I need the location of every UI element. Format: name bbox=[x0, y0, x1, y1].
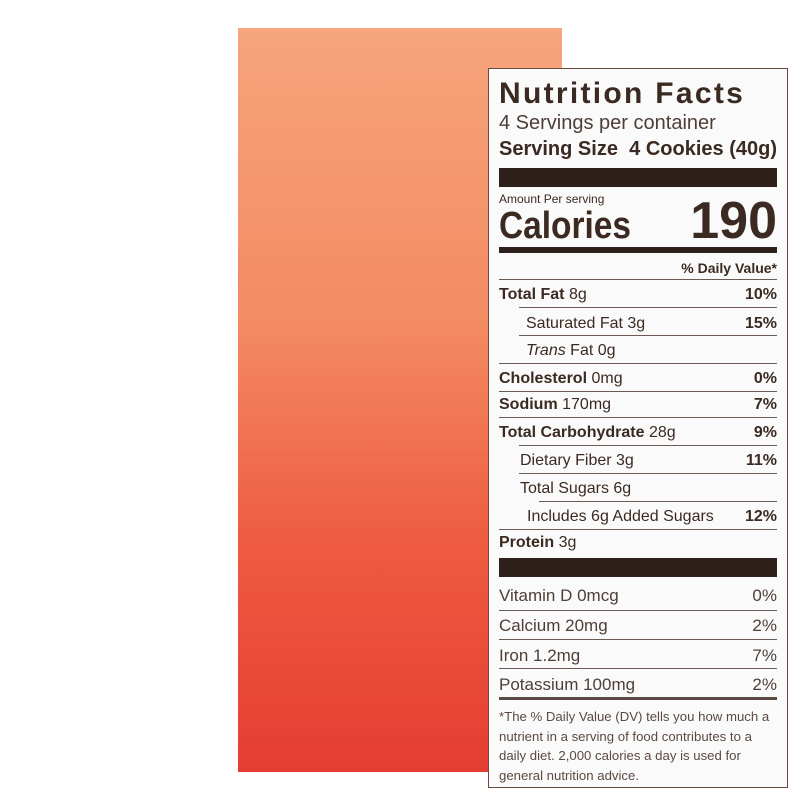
row-total-fat: Total Fat 8g bbox=[499, 286, 587, 303]
divider bbox=[499, 610, 777, 611]
serving-size-value: 4 Cookies (40g) bbox=[629, 138, 777, 160]
dv-dietary-fiber: 11% bbox=[745, 452, 777, 469]
serving-size-label: Serving Size bbox=[499, 138, 618, 160]
thick-divider bbox=[499, 168, 777, 187]
divider bbox=[499, 363, 777, 364]
divider bbox=[499, 697, 777, 700]
dv-vitamin-d: 0% bbox=[752, 586, 777, 605]
divider bbox=[499, 279, 777, 280]
row-added-sugars: Includes 6g Added Sugars bbox=[527, 508, 714, 525]
divider bbox=[519, 335, 777, 336]
dv-sodium: 7% bbox=[753, 396, 777, 413]
row-cholesterol: Cholesterol 0mg bbox=[499, 370, 623, 387]
dv-added-sugars: 12% bbox=[744, 508, 777, 525]
row-calcium: Calcium 20mg bbox=[499, 616, 608, 635]
divider bbox=[539, 501, 777, 502]
servings-per-container: 4 Servings per container bbox=[499, 112, 716, 134]
medium-divider bbox=[499, 247, 777, 253]
row-vitamin-d: Vitamin D 0mcg bbox=[499, 586, 619, 605]
row-total-sugars: Total Sugars 6g bbox=[520, 480, 632, 497]
row-total-carbohydrate: Total Carbohydrate 28g bbox=[499, 424, 676, 441]
divider bbox=[519, 473, 777, 474]
dv-potassium: 2% bbox=[752, 675, 777, 694]
divider bbox=[499, 391, 777, 392]
dv-cholesterol: 0% bbox=[753, 370, 777, 387]
divider bbox=[499, 529, 777, 530]
row-trans-fat: Trans Fat 0g bbox=[526, 342, 616, 359]
dv-saturated-fat: 15% bbox=[744, 315, 777, 332]
dv-total-carbohydrate: 9% bbox=[753, 424, 777, 441]
nutrition-facts-label: Nutrition Facts 4 Servings per container… bbox=[488, 68, 788, 788]
row-iron: Iron 1.2mg bbox=[499, 646, 581, 665]
divider bbox=[499, 639, 777, 640]
divider bbox=[519, 307, 777, 308]
row-saturated-fat: Saturated Fat 3g bbox=[526, 315, 646, 332]
row-potassium: Potassium 100mg bbox=[499, 675, 636, 694]
dv-total-fat: 10% bbox=[744, 286, 777, 303]
calories-label: Calories bbox=[499, 205, 631, 247]
row-sodium: Sodium 170mg bbox=[499, 396, 612, 413]
dv-calcium: 2% bbox=[752, 616, 777, 635]
divider bbox=[499, 417, 777, 418]
daily-value-header: % Daily Value* bbox=[681, 260, 777, 276]
dv-iron: 7% bbox=[752, 646, 777, 665]
amount-per-serving: Amount Per serving bbox=[499, 192, 605, 206]
footnote: *The % Daily Value (DV) tells you how mu… bbox=[499, 709, 770, 783]
row-protein: Protein 3g bbox=[499, 534, 577, 551]
row-dietary-fiber: Dietary Fiber 3g bbox=[520, 452, 634, 469]
divider bbox=[519, 445, 777, 446]
label-title: Nutrition Facts bbox=[499, 77, 746, 110]
package-background: Nutrition Facts 4 Servings per container… bbox=[238, 28, 788, 788]
thick-divider bbox=[499, 558, 777, 577]
calories-value: 190 bbox=[690, 192, 777, 250]
divider bbox=[499, 668, 777, 669]
